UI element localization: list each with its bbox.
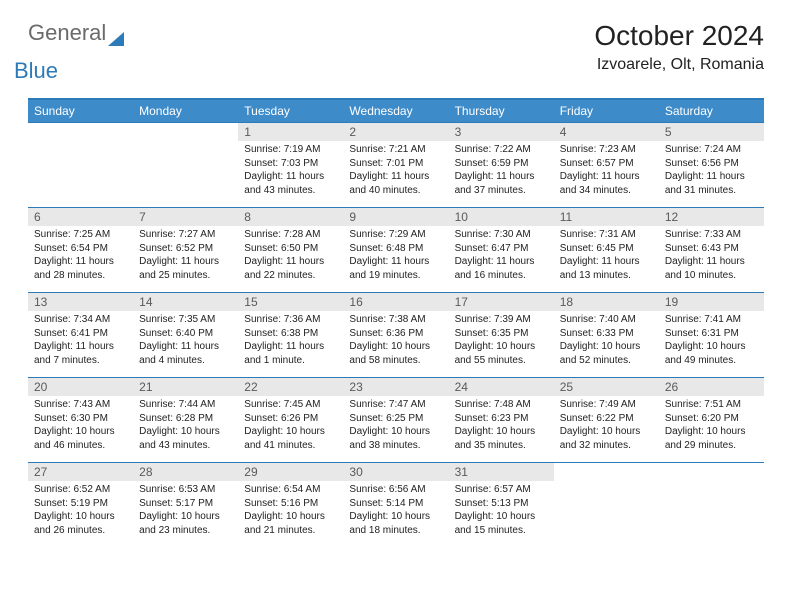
- day-number-cell: 20: [28, 378, 133, 397]
- day-content-cell: Sunrise: 7:34 AMSunset: 6:41 PMDaylight:…: [28, 311, 133, 378]
- day-number-cell: 6: [28, 208, 133, 227]
- weekday-header: Friday: [554, 99, 659, 123]
- day-number-cell: 5: [659, 123, 764, 142]
- day-number-cell: 23: [343, 378, 448, 397]
- day-content-cell: Sunrise: 7:49 AMSunset: 6:22 PMDaylight:…: [554, 396, 659, 463]
- day-content-cell: Sunrise: 7:33 AMSunset: 6:43 PMDaylight:…: [659, 226, 764, 293]
- day-number-cell: 26: [659, 378, 764, 397]
- day-content-row: Sunrise: 7:34 AMSunset: 6:41 PMDaylight:…: [28, 311, 764, 378]
- day-content-cell: Sunrise: 7:44 AMSunset: 6:28 PMDaylight:…: [133, 396, 238, 463]
- day-number-row: 13141516171819: [28, 293, 764, 312]
- day-content-cell: Sunrise: 6:54 AMSunset: 5:16 PMDaylight:…: [238, 481, 343, 547]
- day-content-cell: [554, 481, 659, 547]
- day-content-cell: Sunrise: 7:35 AMSunset: 6:40 PMDaylight:…: [133, 311, 238, 378]
- day-number-cell: [554, 463, 659, 482]
- weekday-header: Thursday: [449, 99, 554, 123]
- day-number-cell: 12: [659, 208, 764, 227]
- day-content-cell: Sunrise: 7:36 AMSunset: 6:38 PMDaylight:…: [238, 311, 343, 378]
- day-content-cell: Sunrise: 7:40 AMSunset: 6:33 PMDaylight:…: [554, 311, 659, 378]
- day-number-cell: 14: [133, 293, 238, 312]
- day-content-cell: [133, 141, 238, 208]
- weekday-header: Wednesday: [343, 99, 448, 123]
- day-content-cell: Sunrise: 7:24 AMSunset: 6:56 PMDaylight:…: [659, 141, 764, 208]
- day-number-cell: 30: [343, 463, 448, 482]
- day-content-cell: Sunrise: 7:30 AMSunset: 6:47 PMDaylight:…: [449, 226, 554, 293]
- day-content-cell: Sunrise: 7:48 AMSunset: 6:23 PMDaylight:…: [449, 396, 554, 463]
- day-number-cell: 29: [238, 463, 343, 482]
- day-number-row: 2728293031: [28, 463, 764, 482]
- day-number-cell: 1: [238, 123, 343, 142]
- day-content-cell: Sunrise: 7:51 AMSunset: 6:20 PMDaylight:…: [659, 396, 764, 463]
- day-number-cell: [133, 123, 238, 142]
- weekday-header: Monday: [133, 99, 238, 123]
- day-content-cell: Sunrise: 7:45 AMSunset: 6:26 PMDaylight:…: [238, 396, 343, 463]
- location: Izvoarele, Olt, Romania: [594, 56, 764, 74]
- day-content-cell: Sunrise: 6:57 AMSunset: 5:13 PMDaylight:…: [449, 481, 554, 547]
- day-number-row: 12345: [28, 123, 764, 142]
- day-number-cell: 18: [554, 293, 659, 312]
- day-content-row: Sunrise: 7:19 AMSunset: 7:03 PMDaylight:…: [28, 141, 764, 208]
- weekday-header-row: Sunday Monday Tuesday Wednesday Thursday…: [28, 99, 764, 123]
- day-content-cell: Sunrise: 6:56 AMSunset: 5:14 PMDaylight:…: [343, 481, 448, 547]
- day-content-cell: Sunrise: 7:38 AMSunset: 6:36 PMDaylight:…: [343, 311, 448, 378]
- day-number-cell: 7: [133, 208, 238, 227]
- day-content-cell: Sunrise: 7:31 AMSunset: 6:45 PMDaylight:…: [554, 226, 659, 293]
- day-number-cell: 4: [554, 123, 659, 142]
- day-number-cell: 8: [238, 208, 343, 227]
- logo: General Blue: [28, 20, 124, 84]
- day-number-cell: 17: [449, 293, 554, 312]
- weekday-header: Saturday: [659, 99, 764, 123]
- title-block: October 2024 Izvoarele, Olt, Romania: [594, 20, 764, 74]
- day-number-cell: 3: [449, 123, 554, 142]
- day-number-cell: 24: [449, 378, 554, 397]
- day-number-cell: 19: [659, 293, 764, 312]
- day-content-cell: Sunrise: 7:21 AMSunset: 7:01 PMDaylight:…: [343, 141, 448, 208]
- month-title: October 2024: [594, 20, 764, 52]
- day-content-cell: Sunrise: 7:27 AMSunset: 6:52 PMDaylight:…: [133, 226, 238, 293]
- day-number-cell: 11: [554, 208, 659, 227]
- logo-text-2: Blue: [14, 58, 58, 84]
- day-content-cell: Sunrise: 7:23 AMSunset: 6:57 PMDaylight:…: [554, 141, 659, 208]
- day-number-cell: 31: [449, 463, 554, 482]
- day-content-cell: Sunrise: 7:22 AMSunset: 6:59 PMDaylight:…: [449, 141, 554, 208]
- day-content-cell: Sunrise: 7:39 AMSunset: 6:35 PMDaylight:…: [449, 311, 554, 378]
- weekday-header: Tuesday: [238, 99, 343, 123]
- day-number-cell: 22: [238, 378, 343, 397]
- day-number-cell: 10: [449, 208, 554, 227]
- day-content-row: Sunrise: 7:43 AMSunset: 6:30 PMDaylight:…: [28, 396, 764, 463]
- day-content-cell: Sunrise: 7:19 AMSunset: 7:03 PMDaylight:…: [238, 141, 343, 208]
- day-content-cell: Sunrise: 7:25 AMSunset: 6:54 PMDaylight:…: [28, 226, 133, 293]
- day-content-cell: Sunrise: 7:47 AMSunset: 6:25 PMDaylight:…: [343, 396, 448, 463]
- day-number-cell: 21: [133, 378, 238, 397]
- logo-sail-icon: [108, 32, 124, 46]
- day-number-cell: 25: [554, 378, 659, 397]
- weekday-header: Sunday: [28, 99, 133, 123]
- day-content-cell: [28, 141, 133, 208]
- day-content-cell: Sunrise: 6:53 AMSunset: 5:17 PMDaylight:…: [133, 481, 238, 547]
- day-content-cell: Sunrise: 7:43 AMSunset: 6:30 PMDaylight:…: [28, 396, 133, 463]
- day-content-cell: [659, 481, 764, 547]
- day-number-cell: 13: [28, 293, 133, 312]
- day-number-cell: 27: [28, 463, 133, 482]
- day-number-row: 20212223242526: [28, 378, 764, 397]
- day-content-cell: Sunrise: 7:41 AMSunset: 6:31 PMDaylight:…: [659, 311, 764, 378]
- day-number-cell: 2: [343, 123, 448, 142]
- day-number-cell: 15: [238, 293, 343, 312]
- header: General Blue October 2024 Izvoarele, Olt…: [28, 20, 764, 84]
- day-content-row: Sunrise: 6:52 AMSunset: 5:19 PMDaylight:…: [28, 481, 764, 547]
- calendar-table: Sunday Monday Tuesday Wednesday Thursday…: [28, 98, 764, 547]
- day-content-cell: Sunrise: 7:29 AMSunset: 6:48 PMDaylight:…: [343, 226, 448, 293]
- logo-text-1: General: [28, 20, 106, 46]
- day-number-cell: [659, 463, 764, 482]
- day-number-cell: 9: [343, 208, 448, 227]
- day-content-cell: Sunrise: 7:28 AMSunset: 6:50 PMDaylight:…: [238, 226, 343, 293]
- day-number-cell: [28, 123, 133, 142]
- day-content-row: Sunrise: 7:25 AMSunset: 6:54 PMDaylight:…: [28, 226, 764, 293]
- day-number-cell: 16: [343, 293, 448, 312]
- day-content-cell: Sunrise: 6:52 AMSunset: 5:19 PMDaylight:…: [28, 481, 133, 547]
- day-number-row: 6789101112: [28, 208, 764, 227]
- day-number-cell: 28: [133, 463, 238, 482]
